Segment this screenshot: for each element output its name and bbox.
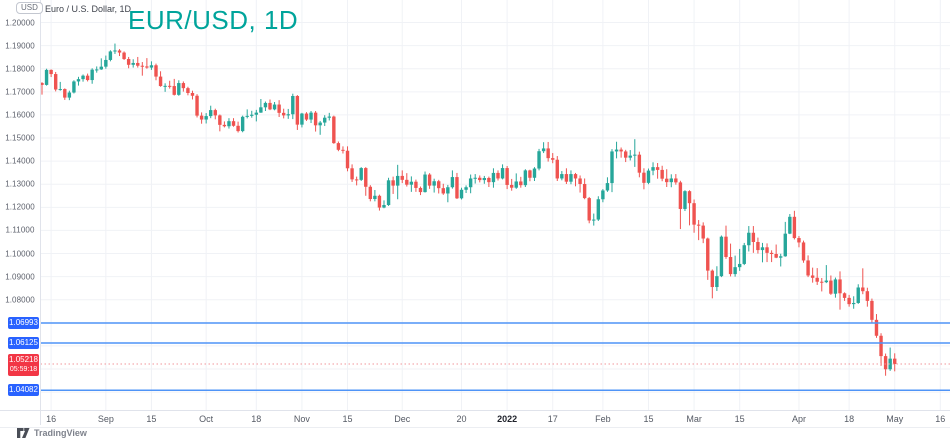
time-tick-label: Feb — [595, 414, 611, 424]
time-tick-label: 15 — [342, 414, 353, 424]
time-tick-label: Oct — [199, 414, 214, 424]
time-tick-label: 17 — [547, 414, 558, 424]
price-tick-label: 1.10000 — [5, 249, 35, 259]
symbol-description: Euro / U.S. Dollar, 1D — [45, 4, 132, 14]
time-tick-label: 20 — [456, 414, 467, 424]
time-tick-label: 15 — [643, 414, 654, 424]
time-tick-label: 15 — [146, 414, 157, 424]
time-tick-label: Mar — [686, 414, 702, 424]
current-price-badge: 1.05218 05:59:18 — [8, 353, 39, 376]
price-tick-label: 1.12000 — [5, 202, 35, 212]
price-tick-label: 1.11000 — [5, 225, 35, 235]
price-tick-label: 1.19000 — [5, 41, 35, 51]
time-tick-label: May — [886, 414, 904, 424]
time-tick-label: 18 — [844, 414, 855, 424]
candles — [40, 43, 897, 376]
time-axis[interactable]: 16 Sep 15 Oct 18 Nov 15 Dec 20 2022 17 Feb 15 Mar 15 Ap… — [0, 410, 950, 428]
level-price-badge: 1.04082 — [8, 384, 39, 397]
level-price-badge: 1.06993 — [8, 316, 39, 329]
currency-usd-button[interactable]: USD — [16, 2, 43, 14]
tradingview-logo-icon — [17, 428, 30, 438]
time-tick-label: 16 — [935, 414, 946, 424]
time-tick-label: 16 — [46, 414, 57, 424]
time-tick-label: Dec — [394, 414, 411, 424]
tradingview-attribution: TradingView — [17, 428, 87, 438]
price-tick-label: 1.14000 — [5, 156, 35, 166]
price-tick-label: 1.18000 — [5, 64, 35, 74]
price-tick-label: 1.08000 — [5, 295, 35, 305]
chart-title-watermark: EUR/USD, 1D — [128, 5, 299, 35]
time-tick-label: 15 — [734, 414, 745, 424]
price-tick-label: 1.16000 — [5, 110, 35, 120]
time-tick-label: 2022 — [497, 414, 518, 424]
price-tick-label: 1.17000 — [5, 87, 35, 97]
time-tick-label: 18 — [251, 414, 262, 424]
price-tick-label: 1.13000 — [5, 179, 35, 189]
time-tick-label: Sep — [97, 414, 114, 424]
price-axis[interactable]: 1.20000 1.19000 1.18000 1.17000 1.16000 1.150… — [0, 0, 41, 425]
tradingview-logo-link[interactable]: TradingView — [34, 428, 87, 438]
time-tick-label: Nov — [293, 414, 310, 424]
price-tick-label: 1.15000 — [5, 133, 35, 143]
price-tick-label: 1.09000 — [5, 272, 35, 282]
gridlines — [40, 0, 950, 410]
price-tick-label: 1.20000 — [5, 18, 35, 28]
level-price-badge: 1.06125 — [8, 337, 39, 350]
time-tick-label: Apr — [791, 414, 806, 424]
